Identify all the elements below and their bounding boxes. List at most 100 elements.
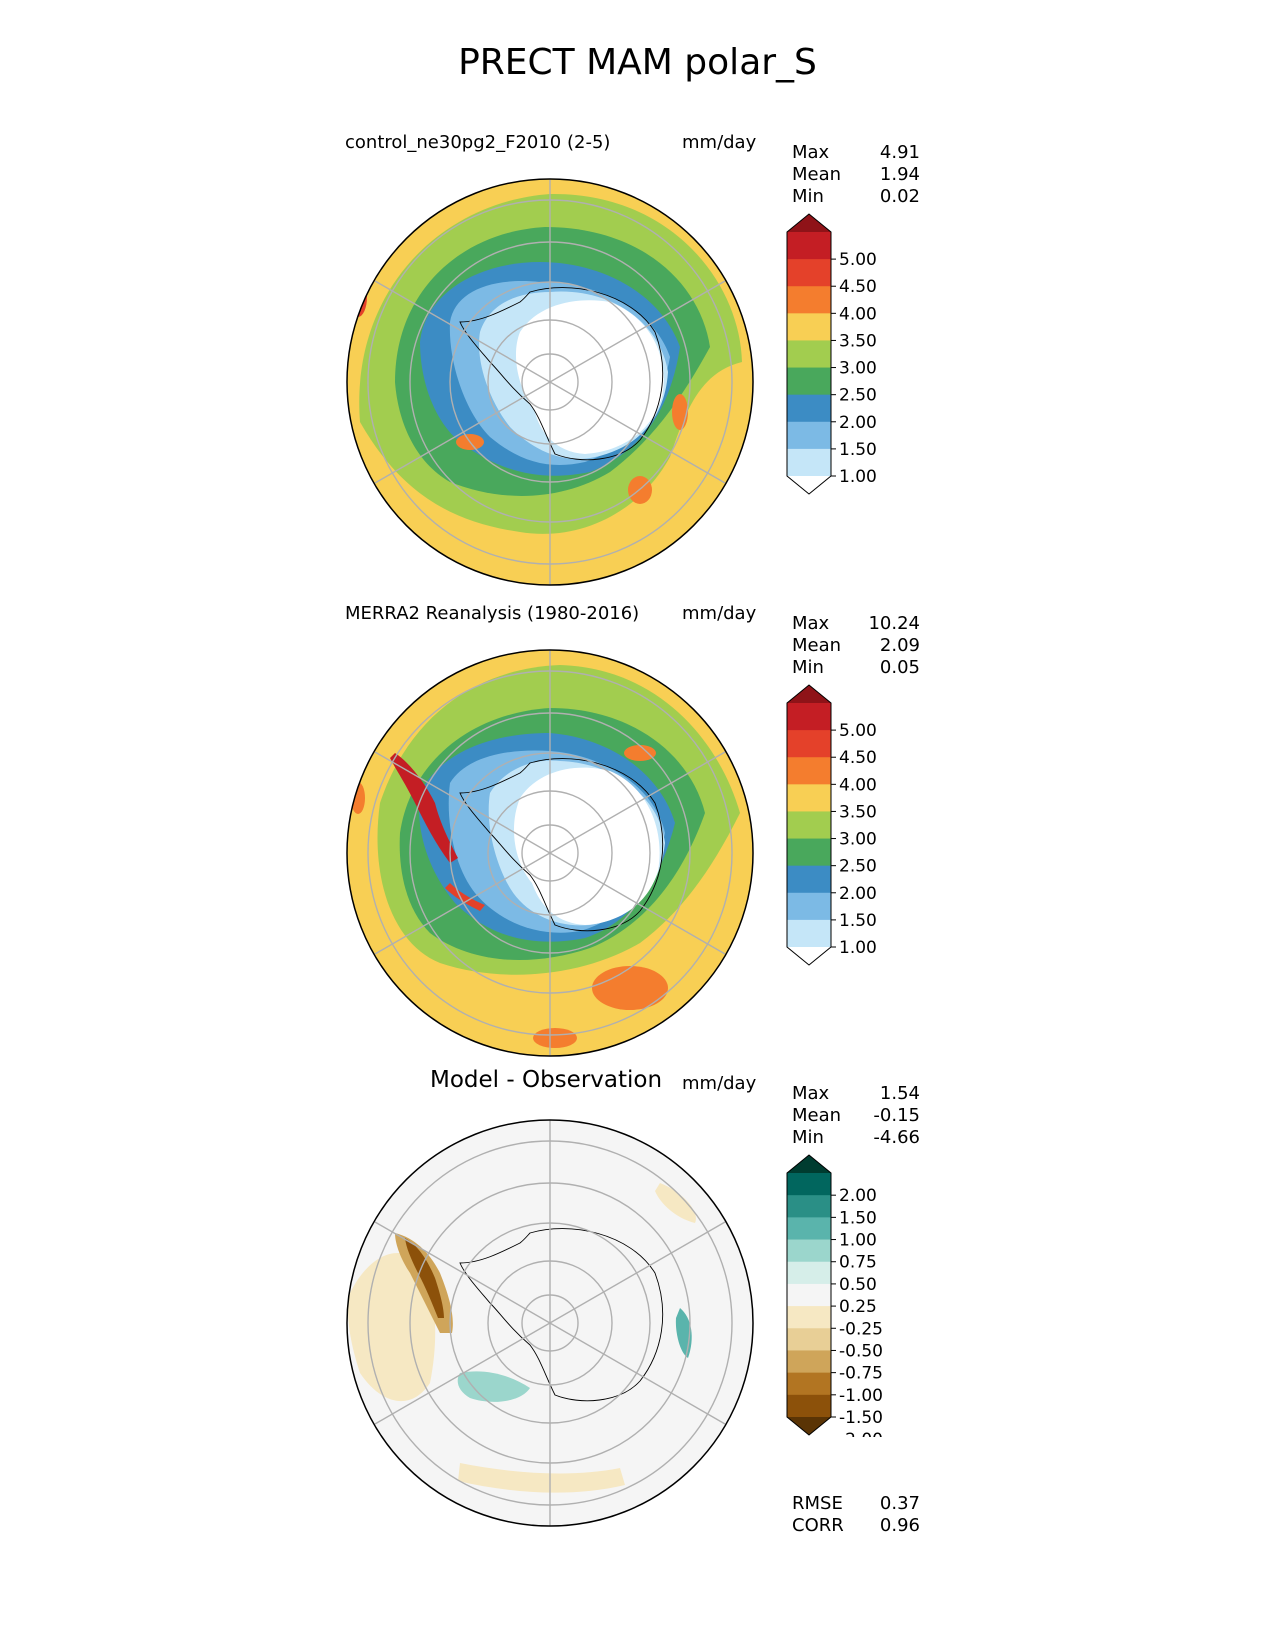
stat-label: Min bbox=[792, 1127, 824, 1148]
colorbar-segment bbox=[787, 865, 831, 894]
map-graticule bbox=[367, 650, 733, 1056]
stat-label: Mean bbox=[792, 164, 842, 185]
colorbar-segment bbox=[787, 1350, 831, 1374]
colorbar-tick-label: 5.00 bbox=[839, 250, 877, 270]
colorbar-segment bbox=[787, 313, 831, 341]
map-graticule bbox=[367, 179, 733, 585]
map-fill-orange bbox=[592, 966, 668, 1010]
colorbar-tick-label: 2.00 bbox=[839, 1186, 877, 1206]
colorbar-segment bbox=[787, 367, 831, 396]
polar-map-model bbox=[346, 178, 754, 586]
colorbar-tick-label: 2.00 bbox=[839, 884, 877, 904]
obs-panel: MERRA2 Reanalysis (1980-2016) mm/day Max… bbox=[0, 603, 1275, 1073]
colorbar-segment bbox=[787, 838, 831, 867]
colorbar-tick-label: 1.00 bbox=[839, 467, 877, 487]
stat-label: Mean bbox=[792, 635, 842, 656]
colorbar-extend-max bbox=[787, 214, 831, 232]
colorbar-tick-label: 2.50 bbox=[839, 386, 877, 406]
panel-title: Model - Observation bbox=[430, 1067, 663, 1093]
colorbar-tick-label: 4.00 bbox=[839, 304, 877, 324]
colorbar-segment bbox=[787, 1306, 831, 1329]
colorbar-tick-label: 2.00 bbox=[839, 413, 877, 433]
panel-title: MERRA2 Reanalysis (1980-2016) bbox=[345, 603, 640, 624]
colorbar-tick-label: 1.50 bbox=[839, 911, 877, 931]
colorbar-segment bbox=[787, 919, 831, 948]
colorbar-segment bbox=[787, 232, 831, 260]
antarctica-coastline bbox=[459, 287, 664, 461]
colorbar-tick-label: -0.25 bbox=[839, 1319, 883, 1339]
colorbar-svg: 2.001.501.000.750.500.25-0.25-0.50-0.75-… bbox=[786, 1154, 883, 1450]
model-panel: control_ne30pg2_F2010 (2-5) mm/day Max 4.… bbox=[0, 132, 1275, 602]
metric-label: RMSE bbox=[792, 1493, 843, 1514]
colorbar-extend-min bbox=[787, 1417, 831, 1435]
map-fill-dark-red bbox=[390, 753, 458, 863]
colorbar-tick-label: 1.00 bbox=[839, 1231, 877, 1251]
antarctica-coastline bbox=[459, 1228, 664, 1402]
panel-title: control_ne30pg2_F2010 (2-5) bbox=[345, 132, 611, 153]
colorbar-segment bbox=[787, 448, 831, 477]
colorbar-diff: 2.00 1.50 1.00 0.75 0.50 0.25 -0.25 -0.50 -0.75-… bbox=[785, 1153, 925, 1450]
map-fill-orange bbox=[624, 745, 656, 761]
metric-label: CORR bbox=[792, 1515, 844, 1536]
colorbar-segment bbox=[787, 1394, 831, 1418]
panel-stats: Max 1.54 Mean -0.15 Min -4.66 bbox=[792, 1083, 920, 1149]
colorbar-tick-label: 1.50 bbox=[839, 440, 877, 460]
metric-value: 0.96 bbox=[879, 1515, 920, 1536]
colorbar-tick-label: 0.50 bbox=[839, 965, 877, 967]
colorbar-svg: 5.00 4.50 4.00 3.50 3.00 2.50 2.00 1.50 1.00 0.50 bbox=[786, 213, 877, 514]
antarctica-coastline bbox=[459, 758, 664, 932]
colorbar-segment bbox=[787, 421, 831, 450]
stat-value: 1.94 bbox=[879, 164, 920, 185]
map-boundary bbox=[346, 649, 754, 1057]
colorbar-tick-label: 0.50 bbox=[839, 1275, 877, 1295]
colorbar-extend-max bbox=[787, 685, 831, 703]
colorbar-tick-label: -2.00 bbox=[839, 1430, 883, 1437]
colorbar-segment bbox=[787, 1261, 831, 1285]
colorbar-tick-label: 4.00 bbox=[839, 775, 877, 795]
stat-label: Max bbox=[792, 613, 830, 634]
map-fill-dark-brown bbox=[405, 1238, 444, 1318]
map-fill-orange bbox=[672, 394, 688, 430]
stat-value: -4.66 bbox=[873, 1127, 920, 1148]
colorbar-model: 5.00 4.50 4.00 3.50 3.00 2.50 2.00 1.50 1.00 0.50 bbox=[785, 212, 925, 514]
stat-value: 0.02 bbox=[879, 186, 920, 207]
colorbar-segment bbox=[787, 730, 831, 758]
polar-map-diff bbox=[346, 1119, 754, 1527]
colorbar-tick-label: 0.75 bbox=[839, 1253, 877, 1273]
map-graticule bbox=[367, 1120, 733, 1526]
map-fill-tan bbox=[655, 1183, 696, 1223]
colorbar-segment bbox=[787, 1328, 831, 1351]
colorbar-segment bbox=[787, 757, 831, 785]
colorbar-extend-min bbox=[787, 947, 831, 965]
colorbar-tick-label: 4.50 bbox=[839, 748, 877, 768]
map-fill-tan bbox=[458, 1463, 625, 1493]
panel-metrics: RMSE 0.37 CORR 0.96 bbox=[792, 1493, 920, 1537]
colorbar-svg: 5.00 4.50 4.00 3.50 3.00 2.50 2.00 1.50 1.00 0.50 bbox=[786, 684, 877, 985]
colorbar-tick-label: 4.50 bbox=[839, 277, 877, 297]
panel-units: mm/day bbox=[682, 1073, 757, 1094]
colorbar-tick-label: 2.50 bbox=[839, 857, 877, 877]
colorbar-extend-min bbox=[787, 476, 831, 494]
colorbar-segment bbox=[787, 1195, 831, 1218]
colorbar-segment bbox=[787, 1217, 831, 1241]
colorbar-tick-label: 3.00 bbox=[839, 359, 877, 379]
colorbar-tick-label: 1.00 bbox=[839, 938, 877, 958]
map-fill-white bbox=[515, 300, 664, 454]
figure-title: PRECT MAM polar_S bbox=[458, 42, 817, 83]
stat-label: Max bbox=[792, 142, 830, 163]
map-fill-red bbox=[349, 277, 367, 317]
colorbar-segment bbox=[787, 286, 831, 314]
stat-value: 10.24 bbox=[868, 613, 920, 634]
stat-value: 4.91 bbox=[879, 142, 920, 163]
colorbar-segment bbox=[787, 784, 831, 812]
metric-value: 0.37 bbox=[879, 1493, 920, 1514]
stat-label: Mean bbox=[792, 1105, 842, 1126]
map-fill-teal bbox=[457, 1371, 530, 1402]
colorbar-segment bbox=[787, 1239, 831, 1263]
colorbar-segment bbox=[787, 394, 831, 423]
colorbar-tick-label: 1.50 bbox=[839, 1208, 877, 1228]
colorbar-segment bbox=[787, 340, 831, 369]
colorbar-tick-label: 5.00 bbox=[839, 721, 877, 741]
colorbar-tick-label: -0.75 bbox=[839, 1364, 883, 1384]
map-boundary bbox=[346, 178, 754, 586]
